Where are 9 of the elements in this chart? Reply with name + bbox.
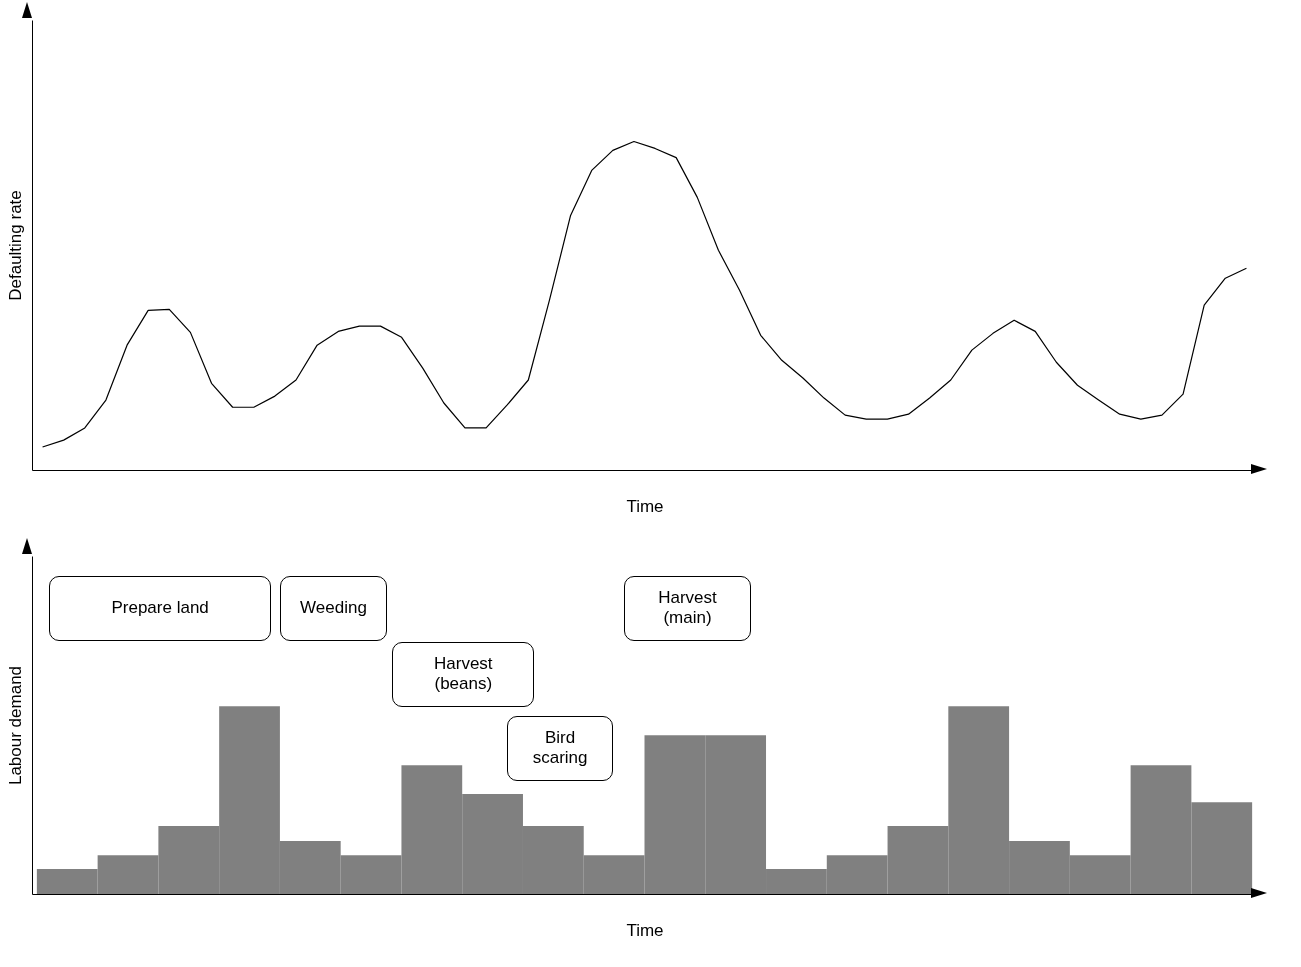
x-axis-title: Time <box>626 920 664 940</box>
y-axis-title: Defaulting rate <box>5 190 25 301</box>
rounded-box: Harvest (main) <box>623 575 752 641</box>
rounded-box: Weeding <box>279 575 388 641</box>
y-axis-title: Labour demand <box>5 665 25 786</box>
rounded-box: Harvest (beans) <box>392 641 535 707</box>
rounded-box: Prepare land <box>49 575 271 641</box>
rounded-box: Bird scaring <box>507 715 613 781</box>
x-axis-title: Time <box>626 496 664 516</box>
